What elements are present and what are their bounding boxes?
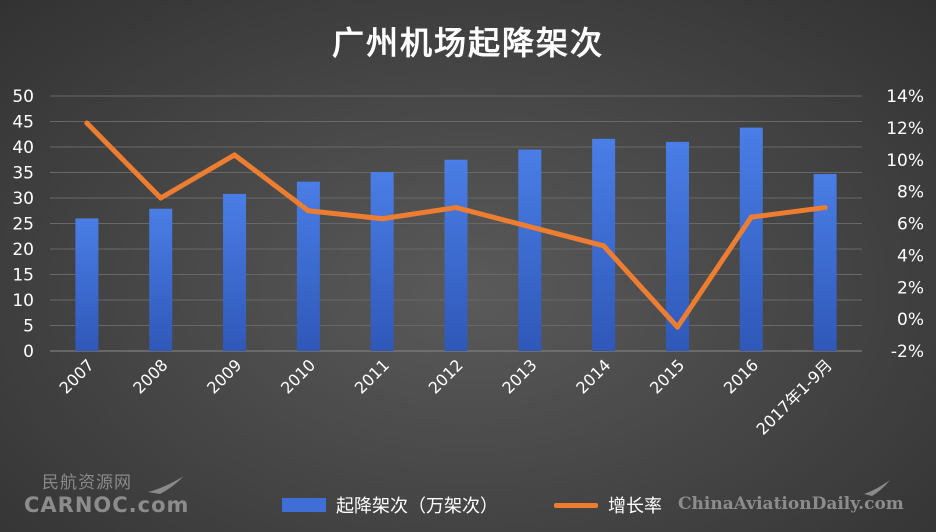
- y-right-tick-label: 6%: [897, 215, 924, 235]
- line-point: [822, 205, 828, 211]
- x-tick-label: 2008: [129, 355, 171, 397]
- y-right-tick-label: -2%: [891, 342, 924, 362]
- x-tick-label: 2016: [720, 355, 762, 397]
- bar: [444, 159, 468, 351]
- legend-swatch-bar: [282, 498, 326, 512]
- legend-swatch-line: [554, 502, 598, 508]
- y-right-tick-label: 2%: [897, 278, 924, 298]
- bar: [296, 181, 320, 351]
- carnoc-watermark-en: CARNOC.com: [24, 493, 190, 517]
- line-point: [158, 195, 164, 201]
- y-left-tick-label: 20: [12, 240, 34, 260]
- bar: [739, 127, 763, 352]
- x-tick-label: 2010: [277, 355, 319, 397]
- chinaaviationdaily-watermark: ChinaAviationDaily.com: [678, 494, 904, 514]
- bar-series: [75, 127, 837, 352]
- carnoc-watermark-cn: 民航资源网: [42, 473, 132, 493]
- y-left-tick-label: 30: [12, 189, 34, 209]
- y-left-tick-label: 15: [12, 266, 34, 286]
- bar: [665, 141, 689, 351]
- x-tick-label: 2011: [351, 355, 393, 397]
- line-point: [305, 208, 311, 214]
- bar: [223, 193, 247, 351]
- y-left-tick-label: 35: [12, 164, 34, 184]
- x-tick-label: 2017年1-9月: [753, 355, 836, 438]
- x-tick-label: 2007: [56, 355, 98, 397]
- line-point: [601, 243, 607, 249]
- line-point: [453, 205, 459, 211]
- line-series: [84, 120, 828, 330]
- y-left-tick-label: 40: [12, 138, 34, 158]
- y-left-tick-label: 25: [12, 215, 34, 235]
- line-point: [379, 216, 385, 222]
- y-left-tick-label: 10: [12, 291, 34, 311]
- legend-item-bar: 起降架次（万架次）: [282, 492, 498, 518]
- y-axis-left: 0 5 10 15 20 25 30 35 40 45 50: [12, 87, 34, 362]
- x-tick-label: 2014: [572, 355, 614, 397]
- bar: [370, 171, 394, 351]
- y-right-tick-label: 14%: [886, 87, 924, 107]
- line-point: [748, 214, 754, 220]
- y-right-tick-label: 10%: [886, 151, 924, 171]
- line-point: [232, 152, 238, 158]
- line-point: [84, 120, 90, 126]
- x-tick-label: 2013: [498, 355, 540, 397]
- x-tick-label: 2015: [646, 355, 688, 397]
- x-axis: 2007 2008 2009 2010 2011 2012 2013 2014 2015 2016…: [56, 355, 836, 438]
- bar: [813, 174, 837, 351]
- x-tick-label: 2009: [203, 355, 245, 397]
- legend-label-line: 增长率: [608, 496, 662, 517]
- carnoc-watermark: 民航资源网 CARNOC.com: [24, 468, 189, 517]
- bar: [518, 149, 542, 351]
- chart-title: 广州机场起降架次: [331, 24, 604, 62]
- x-tick-label: 2012: [425, 355, 467, 397]
- y-right-tick-label: 8%: [897, 183, 924, 203]
- plane-logo-icon: [148, 476, 184, 494]
- line-point: [674, 324, 680, 330]
- y-axis-right: -2% 0% 2% 4% 6% 8% 10% 12% 14%: [886, 87, 924, 362]
- y-right-tick-label: 12%: [886, 119, 924, 139]
- y-left-tick-label: 50: [12, 87, 34, 107]
- y-left-tick-label: 0: [23, 342, 34, 362]
- y-left-tick-label: 45: [12, 113, 34, 133]
- y-right-tick-label: 0%: [897, 310, 924, 330]
- legend-label-bar: 起降架次（万架次）: [336, 496, 498, 517]
- line-point: [527, 224, 533, 230]
- bar: [149, 208, 173, 351]
- y-right-tick-label: 4%: [897, 246, 924, 266]
- legend-item-line: 增长率: [554, 492, 662, 518]
- plane-logo-icon-right: [864, 480, 890, 496]
- y-left-tick-label: 5: [23, 317, 34, 337]
- legend: 起降架次（万架次） 增长率: [282, 492, 718, 518]
- bar: [75, 218, 99, 351]
